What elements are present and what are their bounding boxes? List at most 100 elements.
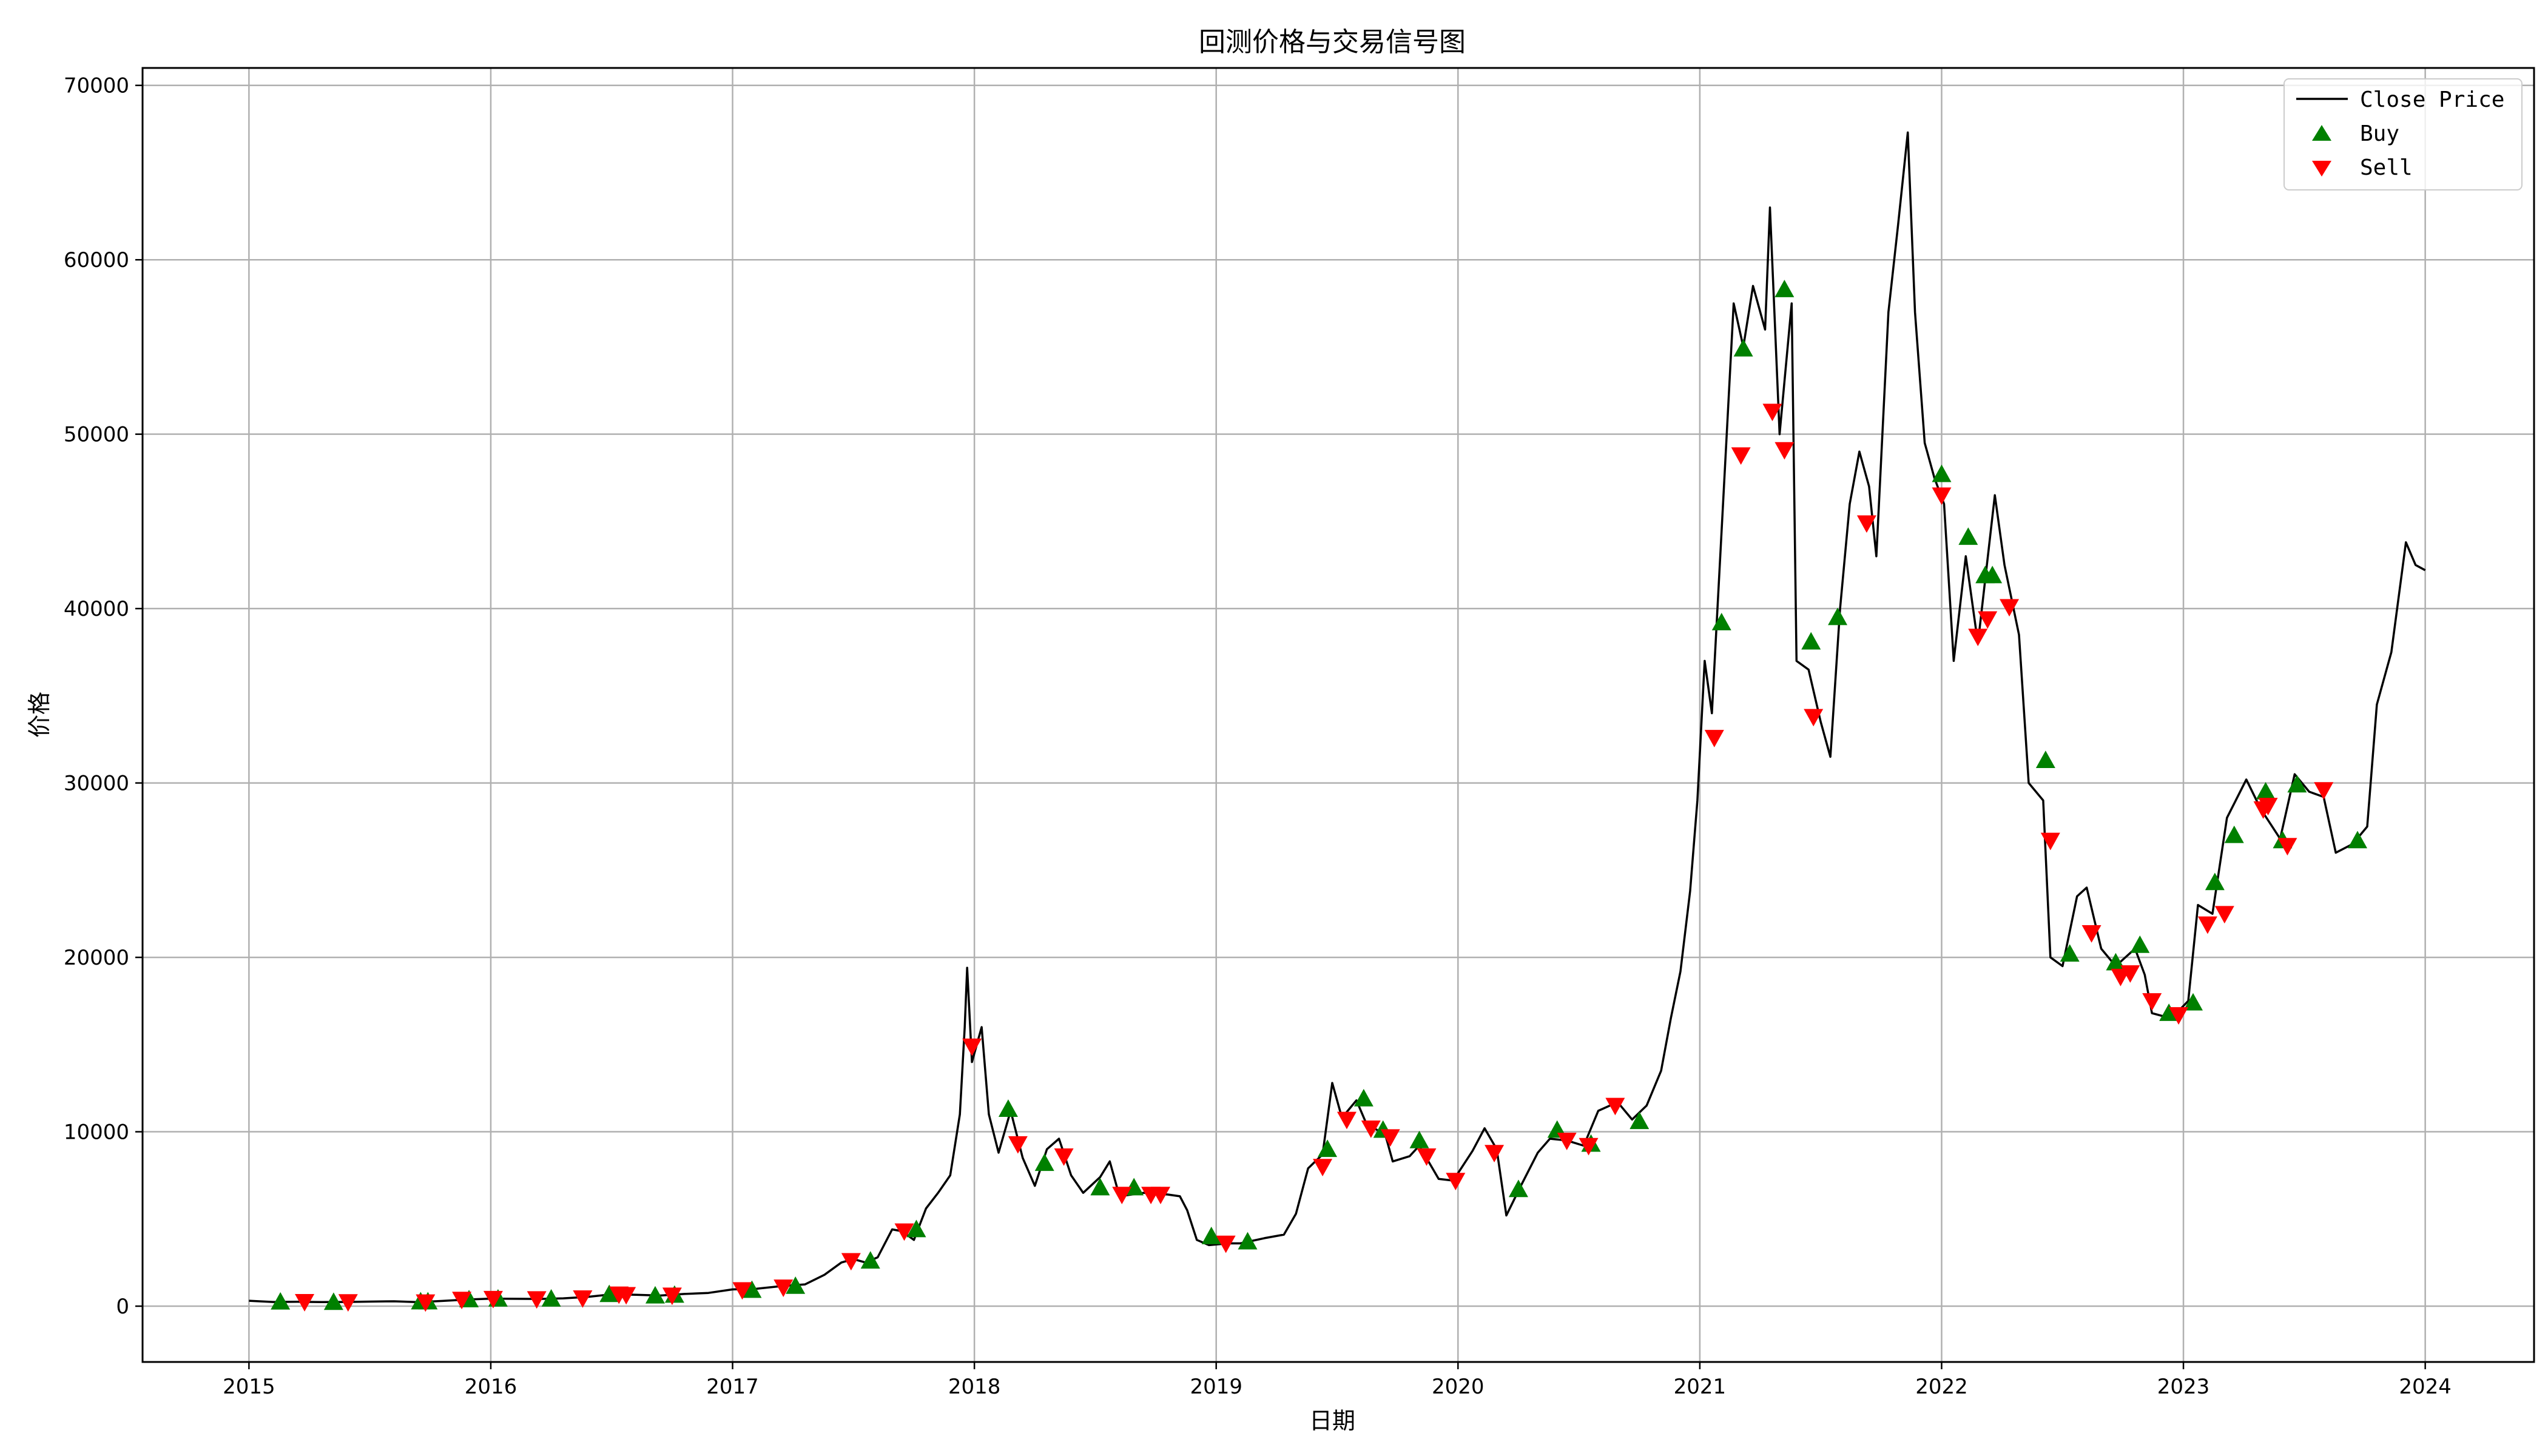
buy-signal-marker (2106, 952, 2126, 971)
chart-title: 回测价格与交易信号图 (1199, 27, 1466, 58)
sell-signal-marker (1704, 730, 1724, 747)
legend-label-buy: Buy (2360, 121, 2399, 146)
sell-signal-marker (1579, 1138, 1599, 1156)
sell-signal-marker (662, 1287, 682, 1306)
buy-signal-marker (906, 1219, 926, 1238)
x-tick-label: 2016 (465, 1375, 517, 1399)
sell-signal-marker (2169, 1007, 2189, 1025)
buy-signal-marker (742, 1280, 762, 1298)
buy-signal-marker (2287, 775, 2307, 793)
y-tick-label: 40000 (64, 597, 129, 621)
buy-signal-marker (2130, 935, 2150, 953)
buy-signal-marker (2060, 944, 2080, 962)
sell-signal-marker (1932, 487, 1952, 505)
sell-signal-marker (1216, 1235, 1236, 1253)
sell-signal-marker (2314, 782, 2334, 800)
sell-signal-marker (1054, 1148, 1074, 1166)
sell-signal-marker (1336, 1111, 1357, 1130)
sell-signal-marker (1417, 1148, 1437, 1166)
sell-signal-marker (1968, 629, 1988, 647)
sell-signal-marker (1446, 1173, 1466, 1191)
buy-signal-marker (2159, 1003, 2179, 1021)
y-tick-label: 10000 (64, 1121, 129, 1145)
legend-label-close-price: Close Price (2360, 87, 2504, 112)
sell-signal-marker (1380, 1129, 1400, 1147)
sell-signal-marker (2258, 798, 2278, 815)
y-tick-label: 30000 (64, 772, 129, 796)
plot-frame (141, 67, 2535, 1363)
buy-signal-marker (1353, 1088, 1373, 1107)
sell-signal-marker (1731, 447, 1751, 465)
sell-signal-marker (2214, 906, 2234, 924)
sell-signal-marker (452, 1292, 472, 1310)
sell-signal-marker (2000, 599, 2020, 617)
sell-signal-marker (573, 1290, 593, 1308)
x-axis-label: 日期 (1309, 1407, 1355, 1434)
legend-buy-marker (2312, 125, 2331, 141)
sell-signal-marker (2142, 993, 2162, 1011)
sell-signal-marker (1485, 1145, 1505, 1163)
y-axis-ticks: 0 10000 20000 30000 40000 50000 60000 70000 (64, 74, 143, 1319)
sell-signal-marker (1557, 1133, 1577, 1150)
buy-signal-marker (1774, 280, 1795, 297)
y-tick-label: 50000 (64, 423, 129, 447)
y-tick-label: 0 (116, 1295, 129, 1319)
buy-signal-marker (541, 1289, 561, 1307)
sell-signal-marker (1112, 1187, 1132, 1205)
buy-signal-marker (2256, 781, 2276, 800)
x-tick-label: 2024 (2399, 1375, 2452, 1399)
buy-signal-marker (1409, 1130, 1429, 1148)
sell-signal-marker (416, 1294, 436, 1312)
sell-signal-marker (1008, 1136, 1028, 1154)
buy-signal-marker (1238, 1232, 1258, 1250)
sell-signal-marker (1361, 1120, 1381, 1138)
legend-sell-marker (2312, 161, 2331, 177)
buy-signal-marker (2348, 831, 2368, 849)
buy-signal-marker (1090, 1178, 1110, 1196)
sell-signal-marker (1804, 709, 1824, 727)
sell-signal-marker (2277, 838, 2297, 856)
buy-signal-marker (1828, 607, 1848, 625)
y-tick-label: 70000 (64, 74, 129, 98)
sell-signal-marker (2081, 925, 2101, 943)
legend: Close Price Buy Sell (2283, 78, 2523, 190)
x-tick-label: 2020 (1432, 1375, 1485, 1399)
legend-box (2283, 78, 2523, 190)
sell-signal-marker (1856, 515, 1876, 533)
y-axis-label: 价格 (26, 692, 53, 738)
buy-signal-marker (786, 1276, 806, 1294)
buy-signal-marker (2224, 825, 2244, 843)
sell-signal-marker (732, 1282, 752, 1300)
sell-signal-marker (1151, 1187, 1171, 1205)
x-tick-label: 2022 (1915, 1375, 1968, 1399)
buy-signal-marker (1201, 1227, 1221, 1244)
buy-signal-marker (1318, 1139, 1338, 1158)
sell-signal-marker (1313, 1159, 1333, 1177)
legend-label-sell: Sell (2360, 155, 2413, 180)
sell-signal-marker (841, 1253, 861, 1271)
x-tick-label: 2021 (1674, 1375, 1727, 1399)
grid-lines (143, 68, 2534, 1362)
sell-signal-marker (483, 1290, 503, 1309)
buy-signal-marker (1932, 464, 1952, 482)
sell-signal-marker (894, 1223, 914, 1241)
buy-signal-marker (1983, 565, 2003, 584)
buy-signal-marker (1733, 339, 1753, 357)
buy-signal-marker (998, 1099, 1018, 1117)
buy-signal-marker (2183, 993, 2203, 1011)
y-tick-label: 60000 (64, 248, 129, 272)
sell-signal-marker (1978, 611, 1998, 629)
buy-signal-marker (1034, 1153, 1054, 1171)
buy-signal-marker (1801, 632, 1821, 650)
buy-signal-marker (1958, 527, 1978, 545)
sell-signal-marker (774, 1279, 794, 1297)
buy-signal-marker (2035, 750, 2055, 769)
sell-signal-marker (527, 1291, 547, 1309)
sell-signal-marker (962, 1038, 982, 1056)
sell-signal-marker (338, 1294, 358, 1312)
x-tick-label: 2019 (1190, 1375, 1242, 1399)
buy-signal-marker (1508, 1179, 1528, 1198)
